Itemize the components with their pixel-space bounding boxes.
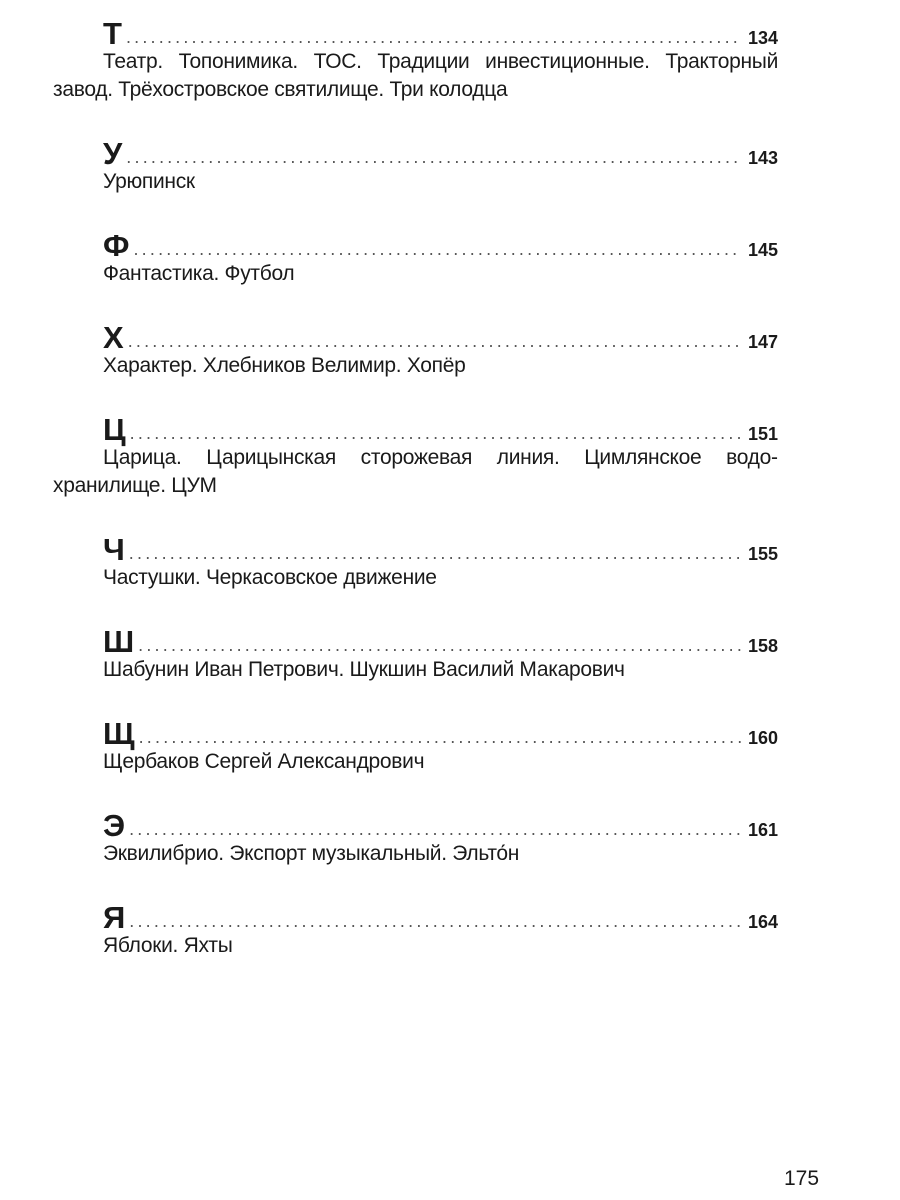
section-letter: Ц [103, 412, 126, 447]
section-page: 145 [747, 240, 778, 260]
section-page: 164 [747, 912, 778, 932]
dot-leader: ........................................… [129, 912, 742, 930]
section-page: 160 [747, 728, 778, 748]
section-topics: Щербаков Сергей Александрович [103, 750, 425, 773]
section-topics: Яблоки. Яхты [103, 934, 233, 957]
dot-leader: ........................................… [127, 332, 742, 350]
section-page: 155 [747, 544, 778, 564]
dot-leader: ........................................… [125, 28, 742, 46]
section-topics: Фантастика. Футбол [103, 262, 295, 285]
dot-leader: ........................................… [138, 636, 742, 654]
toc-heading: Ц.......................................… [53, 412, 778, 447]
dot-leader: ........................................… [129, 424, 742, 442]
toc-entry: Х.......................................… [53, 320, 778, 380]
toc-entry: Я.......................................… [53, 900, 778, 960]
toc-heading: Т.......................................… [53, 16, 778, 51]
toc-heading: Щ.......................................… [53, 716, 778, 751]
section-letter: Т [103, 16, 122, 51]
toc-entry: У.......................................… [53, 136, 778, 196]
section-topics: Царица. Царицынская сторожевая линия. Ци… [53, 446, 778, 497]
dot-leader: ........................................… [126, 148, 742, 166]
toc-heading: У.......................................… [53, 136, 778, 171]
section-page: 161 [747, 820, 778, 840]
section-letter: Ч [103, 532, 125, 567]
section-topics: Частушки. Черкасовское движение [103, 566, 437, 589]
toc-heading: Ф.......................................… [53, 228, 778, 263]
toc-entry: Т.......................................… [53, 16, 778, 104]
toc-heading: Э.......................................… [53, 808, 778, 843]
toc-heading: Х.......................................… [53, 320, 778, 355]
section-letter: Я [103, 900, 126, 935]
section-page: 158 [747, 636, 778, 656]
table-of-contents: Т.......................................… [53, 16, 778, 995]
section-page: 147 [747, 332, 778, 352]
dot-leader: ........................................… [128, 544, 742, 562]
section-topics: Эквилибрио. Экспорт музыкальный. Эльто́н [103, 842, 520, 865]
section-topics: Характер. Хлебников Велимир. Хопёр [103, 354, 466, 377]
toc-heading: Ч.......................................… [53, 532, 778, 567]
section-topics: Театр. Топонимика. ТОС. Традиции инвести… [53, 50, 778, 101]
toc-heading: Ш.......................................… [53, 624, 778, 659]
toc-entry: Ч.......................................… [53, 532, 778, 592]
section-letter: У [103, 136, 123, 171]
toc-entry: Щ.......................................… [53, 716, 778, 776]
toc-heading: Я.......................................… [53, 900, 778, 935]
toc-entry: Ц.......................................… [53, 412, 778, 500]
toc-entry: Ф.......................................… [53, 228, 778, 288]
section-letter: Ш [103, 624, 135, 659]
section-topics: Шабунин Иван Петрович. Шукшин Василий Ма… [103, 658, 625, 681]
page-number: 175 [784, 1167, 820, 1190]
section-letter: Э [103, 808, 126, 843]
section-letter: Щ [103, 716, 135, 751]
section-letter: Ф [103, 228, 130, 263]
section-page: 143 [747, 148, 778, 168]
toc-entry: Ш.......................................… [53, 624, 778, 684]
dot-leader: ........................................… [133, 240, 742, 258]
dot-leader: ........................................… [129, 820, 742, 838]
dot-leader: ........................................… [138, 728, 742, 746]
section-page: 151 [747, 424, 778, 444]
section-page: 134 [747, 28, 778, 48]
toc-entry: Э.......................................… [53, 808, 778, 868]
section-letter: Х [103, 320, 124, 355]
section-topics: Урюпинск [103, 170, 195, 193]
